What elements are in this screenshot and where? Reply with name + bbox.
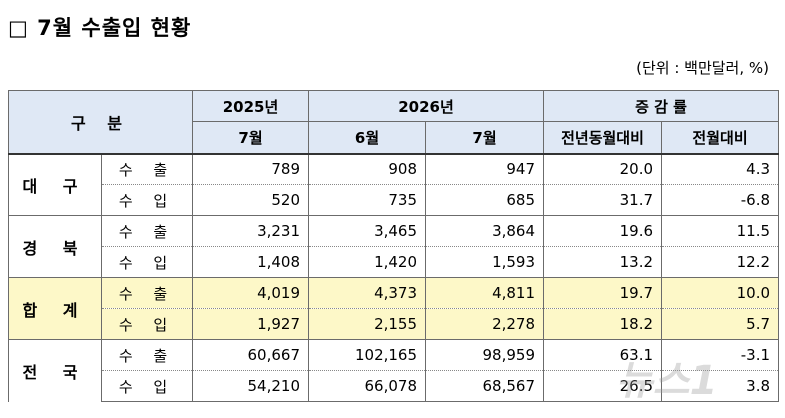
row-kind: 수 입	[101, 308, 194, 340]
news1-watermark-logo: 뉴스1	[616, 358, 717, 404]
table-row: 경 북 수 출 3,231 3,465 3,864 19.6 11.5	[8, 215, 780, 278]
cell-2025-jul: 1,927	[192, 308, 310, 340]
row-kind: 수 입	[101, 370, 194, 402]
cell-2026-jun: 2,155	[308, 308, 427, 340]
header-gubun: 구 분	[7, 90, 194, 154]
cell-2026-jul: 1,593	[425, 246, 545, 278]
cell-mom: 4.3	[661, 153, 780, 185]
cell-2026-jul: 2,278	[425, 308, 545, 340]
header-row-1: 구 분 2025년 2026년 증 감 률	[7, 90, 780, 154]
cell-2026-jun: 735	[308, 184, 427, 216]
cell-yoy: 13.2	[543, 246, 663, 278]
cell-2025-jul: 4,019	[192, 277, 310, 309]
header-row-2: 7월 6월 7월 전년동월대비 전월대비	[8, 121, 780, 154]
cell-2025-jul: 1,408	[192, 246, 310, 278]
cell-2026-jun: 908	[308, 153, 427, 185]
cell-2026-jul: 3,864	[425, 215, 545, 247]
row-kind: 수 출	[101, 215, 194, 247]
table-row: 합 계 수 출 4,019 4,373 4,811 19.7 10.0	[8, 277, 780, 340]
header-mom: 전월대비	[661, 121, 780, 154]
cell-mom: 3.8	[661, 370, 780, 402]
cell-yoy: 19.7	[543, 277, 663, 309]
header-2026-jun: 6월	[308, 121, 427, 154]
cell-2026-jun: 66,078	[308, 370, 427, 402]
cell-2026-jul: 4,811	[425, 277, 545, 309]
row-kind: 수 출	[101, 277, 194, 309]
row-kind: 수 입	[101, 246, 194, 278]
cell-yoy: 18.2	[543, 308, 663, 340]
cell-mom: 10.0	[661, 277, 780, 309]
header-2025-jul: 7월	[192, 121, 310, 154]
cell-mom: 5.7	[661, 308, 780, 340]
cell-2026-jul: 68,567	[425, 370, 545, 402]
table-row: 수 입 1,927 2,155 2,278 18.2 5.7	[9, 308, 780, 340]
table-row: 전 국 수 출 60,667 102,165 98,959 63.1 -3.1	[8, 339, 780, 402]
table-row: 수 입 1,408 1,420 1,593 13.2 12.2	[9, 246, 780, 278]
region-nationwide: 전 국	[8, 339, 102, 402]
cell-mom: -3.1	[661, 339, 780, 371]
unit-note: (단위 : 백만달러, %)	[636, 59, 769, 77]
cell-2026-jun: 3,465	[308, 215, 427, 247]
cell-yoy: 19.6	[543, 215, 663, 247]
cell-2026-jul: 685	[425, 184, 545, 216]
cell-2026-jun: 4,373	[308, 277, 427, 309]
trade-table: 구 분 2025년 2026년 증 감 률 7월 6월 7월 전년동월대비 전월…	[7, 90, 780, 402]
cell-2026-jul: 947	[425, 153, 545, 185]
cell-2026-jul: 98,959	[425, 339, 545, 371]
cell-2025-jul: 520	[192, 184, 310, 216]
table-row: 대 구 수 출 789 908 947 20.0 4.3	[8, 153, 780, 216]
cell-2025-jul: 3,231	[192, 215, 310, 247]
cell-yoy: 20.0	[543, 153, 663, 185]
header-2025: 2025년	[192, 90, 310, 122]
cell-mom: -6.8	[661, 184, 780, 216]
table-row: 수 입 520 735 685 31.7 -6.8	[9, 184, 780, 216]
cell-2025-jul: 54,210	[192, 370, 310, 402]
header-yoy: 전년동월대비	[543, 121, 663, 154]
header-change-rate: 증 감 률	[543, 90, 780, 122]
cell-yoy: 63.1	[543, 339, 663, 371]
row-kind: 수 입	[101, 184, 194, 216]
cell-mom: 11.5	[661, 215, 780, 247]
row-kind: 수 출	[101, 153, 194, 185]
header-2026-jul: 7월	[425, 121, 545, 154]
cell-2025-jul: 60,667	[192, 339, 310, 371]
cell-yoy: 31.7	[543, 184, 663, 216]
header-2026: 2026년	[308, 90, 545, 122]
region-gyeongbuk: 경 북	[8, 215, 102, 278]
region-total: 합 계	[8, 277, 102, 340]
cell-mom: 12.2	[661, 246, 780, 278]
row-kind: 수 출	[101, 339, 194, 371]
cell-2025-jul: 789	[192, 153, 310, 185]
cell-2026-jun: 1,420	[308, 246, 427, 278]
region-daegu: 대 구	[8, 153, 102, 216]
table-row: 수 입 54,210 66,078 68,567 26.5 3.8	[9, 370, 780, 402]
cell-2026-jun: 102,165	[308, 339, 427, 371]
cell-yoy: 26.5	[543, 370, 663, 402]
page-title: □ 7월 수출입 현황	[8, 16, 192, 40]
watermark-text: 뉴스1	[616, 358, 717, 404]
